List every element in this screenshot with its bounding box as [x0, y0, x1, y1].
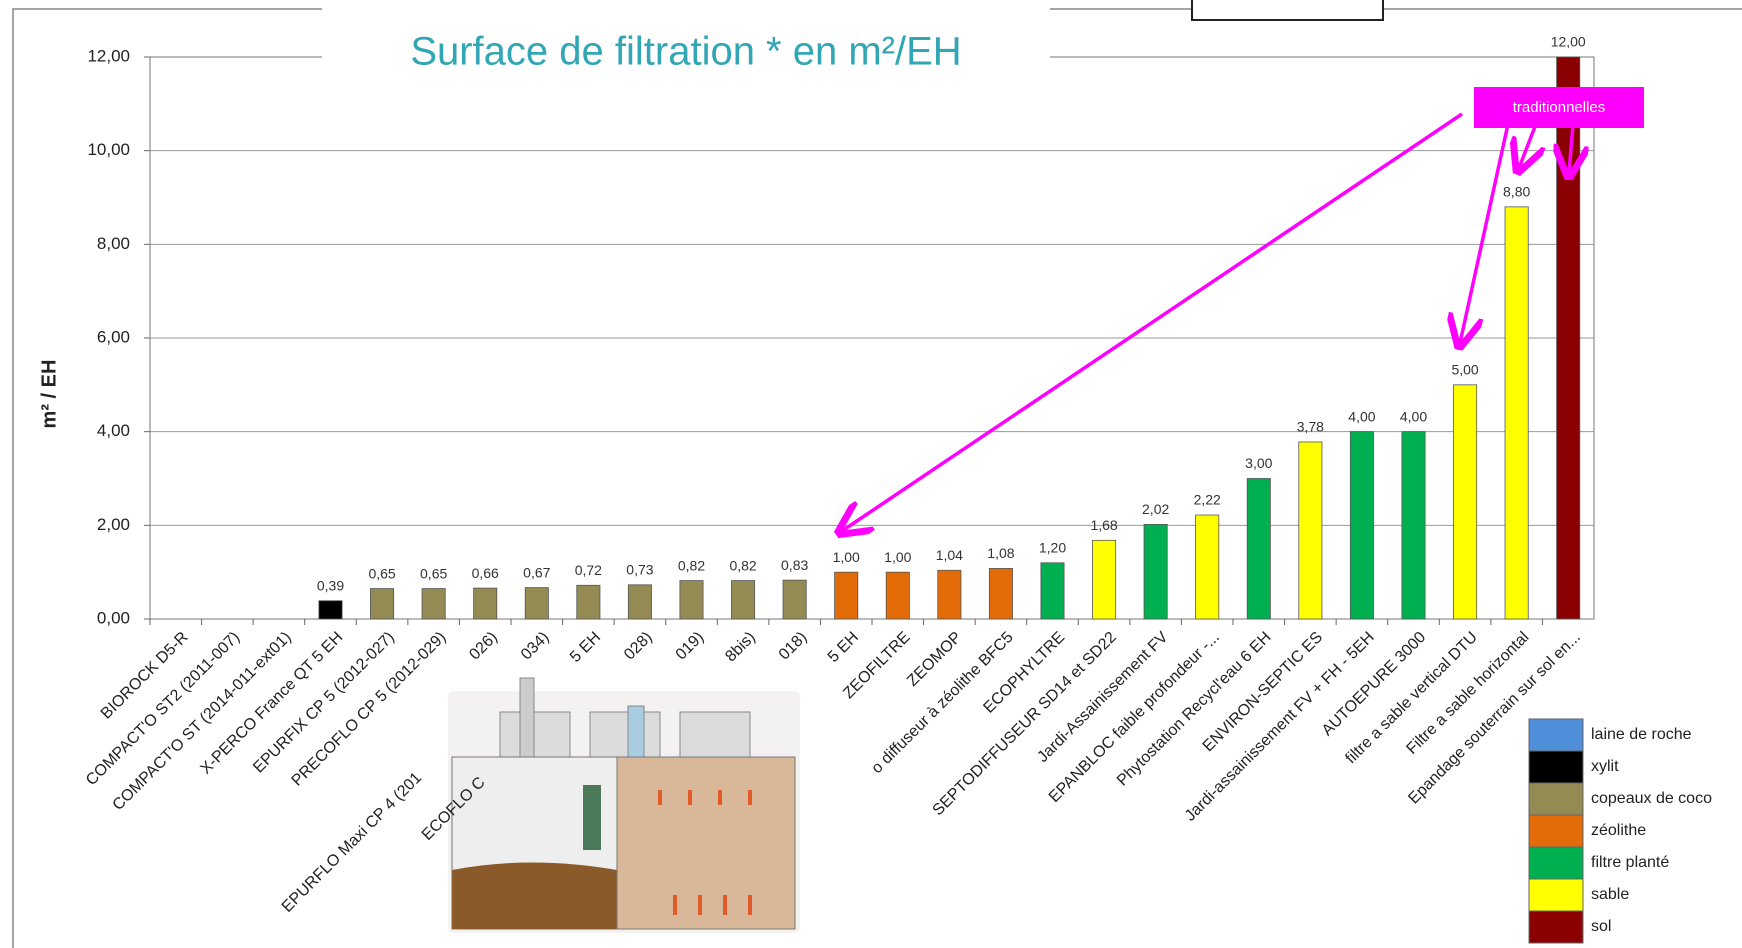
chart-title: Surface de filtration * en m²/EH — [410, 30, 961, 74]
value-label: 5,00 — [1451, 362, 1478, 378]
value-label: 1,04 — [936, 547, 963, 563]
legend-label: copeaux de coco — [1591, 790, 1712, 807]
bar — [679, 580, 704, 620]
y-tick-label: 6,00 — [97, 327, 130, 346]
legend-swatch — [1528, 814, 1584, 848]
x-tick-label: 028) — [621, 629, 656, 664]
value-label: 0,66 — [472, 565, 499, 581]
y-tick-label: 0,00 — [97, 608, 130, 627]
value-label: 3,00 — [1245, 455, 1272, 471]
legend-label: filtre planté — [1591, 854, 1669, 871]
arrow — [1569, 123, 1573, 173]
bar — [1092, 539, 1117, 620]
value-label: 0,67 — [523, 564, 550, 580]
bar — [1040, 562, 1065, 620]
value-label: 0,82 — [678, 557, 705, 573]
annotation-text: traditionnelles — [1513, 99, 1606, 116]
x-tick-label: BIOROCK D5-R — [98, 629, 192, 723]
x-tick-label: 018) — [776, 629, 811, 664]
legend-label: zéolithe — [1591, 822, 1646, 839]
legend: laine de roche xylit copeaux de coco zéolit… — [1528, 718, 1712, 944]
y-tick-label: 8,00 — [97, 234, 130, 253]
bar — [524, 587, 549, 620]
bar — [834, 571, 859, 620]
annotation-box — [1474, 87, 1644, 128]
y-axis-label: m² / EH — [38, 360, 60, 429]
legend-swatch — [1528, 718, 1584, 752]
bar — [937, 569, 962, 620]
legend-label: xylit — [1591, 758, 1619, 775]
x-tick-label: 019) — [673, 629, 708, 664]
value-label: 1,00 — [884, 549, 911, 565]
value-label: 1,00 — [833, 549, 860, 565]
value-label: 0,83 — [781, 557, 808, 573]
bar — [782, 579, 807, 620]
arrow — [1460, 123, 1510, 343]
y-tick-label: 10,00 — [87, 140, 130, 159]
bar — [1195, 514, 1220, 620]
bar — [1246, 478, 1271, 620]
x-tick-label: 034) — [518, 629, 553, 664]
bar — [627, 584, 652, 620]
legend-label: sable — [1591, 886, 1629, 903]
legend-swatch — [1528, 782, 1584, 816]
y-tick-label: 4,00 — [97, 421, 130, 440]
value-label: 4,00 — [1348, 408, 1375, 424]
bar — [576, 584, 601, 620]
annotation: traditionnelles — [842, 87, 1644, 531]
legend-swatch — [1528, 846, 1584, 880]
bar — [318, 600, 343, 620]
bar — [885, 571, 910, 620]
bar — [1401, 431, 1426, 620]
bar — [1504, 206, 1529, 620]
bar — [370, 588, 395, 620]
x-tick-label: 026) — [466, 629, 501, 664]
x-tick-label: Jardi-assainissement FV + FH - 5EH — [1182, 629, 1378, 825]
value-label: 0,65 — [420, 565, 447, 581]
legend-swatch — [1528, 878, 1584, 912]
value-label: 3,78 — [1297, 419, 1324, 435]
bar — [988, 568, 1013, 620]
bar — [731, 580, 756, 620]
title-box — [322, 0, 1050, 100]
legend-label: sol — [1591, 918, 1611, 935]
illustration — [448, 677, 800, 933]
arrow — [842, 112, 1463, 531]
x-tick-label-fragment: EPURFLO Maxi CP 4 (201 — [279, 769, 425, 915]
x-tick-label: 5 EH — [567, 629, 604, 666]
bar — [421, 588, 446, 620]
legend-swatch — [1528, 910, 1584, 944]
value-label: 1,20 — [1039, 540, 1066, 556]
value-label: 4,00 — [1400, 408, 1427, 424]
arrow — [1519, 123, 1536, 168]
value-label: 1,08 — [987, 545, 1014, 561]
value-label: 2,02 — [1142, 501, 1169, 517]
frame — [12, 8, 1742, 948]
bar — [1143, 523, 1168, 620]
bar — [1298, 441, 1323, 620]
y-tick-label: 2,00 — [97, 515, 130, 534]
legend-swatch — [1528, 750, 1584, 784]
value-label: 8,80 — [1503, 184, 1530, 200]
x-tick-label: SEPTODIFFUSEUR SD14 et SD22 — [930, 629, 1120, 819]
value-label: 0,65 — [368, 565, 395, 581]
x-tick-label: 5 EH — [825, 629, 862, 666]
value-label: 0,82 — [729, 557, 756, 573]
bar — [1453, 384, 1478, 620]
value-label: 2,22 — [1194, 492, 1221, 508]
value-label: 12,00 — [1551, 34, 1586, 50]
bar — [473, 587, 498, 620]
value-label: 0,39 — [317, 577, 344, 593]
value-label: 0,73 — [626, 562, 653, 578]
value-label: 1,68 — [1090, 517, 1117, 533]
bar — [1349, 431, 1374, 620]
bar — [1556, 56, 1581, 620]
x-tick-label: 8bis) — [722, 629, 759, 666]
cropped-box — [1191, 0, 1384, 21]
y-tick-label: 12,00 — [87, 46, 130, 65]
value-label: 0,72 — [575, 562, 602, 578]
legend-label: laine de roche — [1591, 726, 1692, 743]
plot-area: 0,00 2,00 4,00 6,00 8,00 10,00 12,00 BIOROCK D5… — [83, 34, 1595, 825]
